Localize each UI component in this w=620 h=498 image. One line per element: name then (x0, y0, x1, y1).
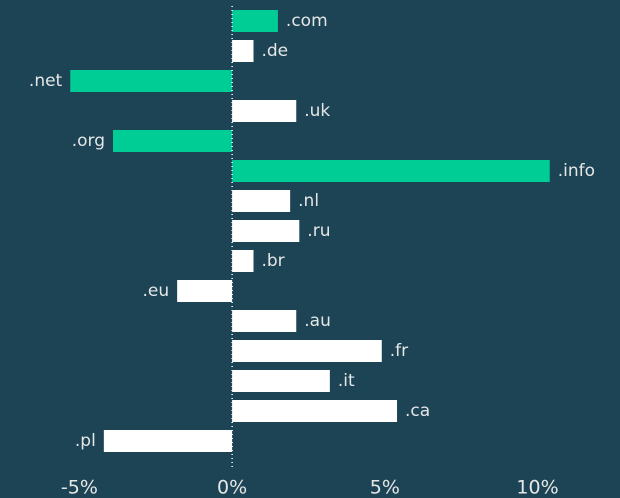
category-label: .com (286, 11, 328, 31)
bar (232, 310, 297, 332)
bar (103, 430, 233, 452)
x-tick-label: 10% (516, 477, 558, 498)
bar (177, 280, 233, 302)
x-tick-label: -5% (61, 477, 98, 498)
category-label: .uk (304, 101, 330, 121)
category-label: .org (72, 131, 105, 151)
bar (232, 40, 254, 62)
x-tick-label: 0% (217, 477, 247, 498)
x-tick-label: 5% (370, 477, 400, 498)
bar (232, 400, 398, 422)
bar (232, 250, 254, 272)
bar (232, 10, 278, 32)
category-label: .net (29, 71, 63, 91)
category-label: .au (304, 311, 331, 331)
bar (232, 100, 297, 122)
category-label: .fr (390, 341, 408, 361)
category-label: .ca (405, 401, 430, 421)
bar (113, 130, 233, 152)
bar (232, 340, 382, 362)
category-label: .nl (298, 191, 319, 211)
bar (232, 220, 300, 242)
category-label: .br (261, 251, 284, 271)
category-label: .it (338, 371, 355, 391)
category-label: .ru (307, 221, 330, 241)
bar (70, 70, 233, 92)
category-label: .pl (75, 431, 96, 451)
category-label: .info (558, 161, 595, 181)
bar (232, 160, 550, 182)
bar (232, 370, 330, 392)
category-label: .eu (143, 281, 170, 301)
category-label: .de (261, 41, 288, 61)
bar (232, 190, 291, 212)
